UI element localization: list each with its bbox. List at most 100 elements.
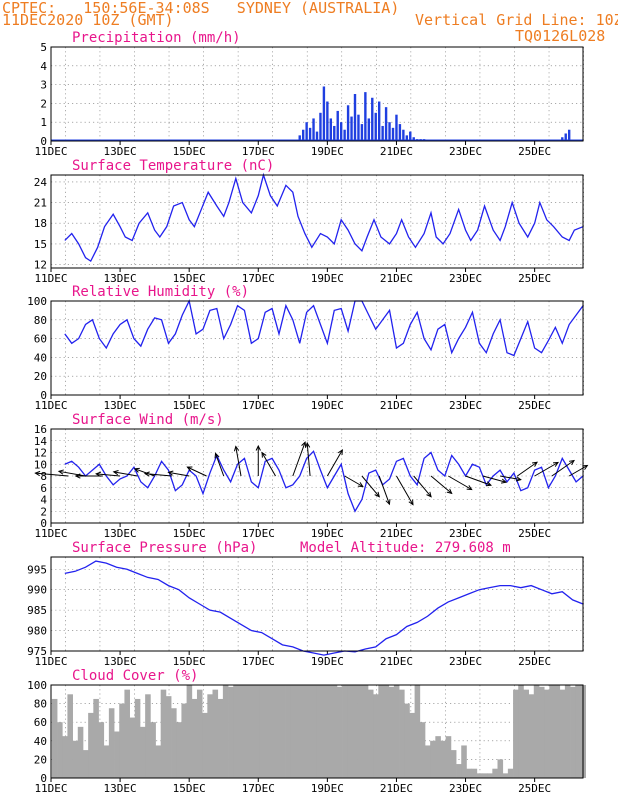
temperature-frame: [50, 174, 584, 269]
wind-wind-arrow: [144, 473, 172, 477]
cloud-bar: [155, 745, 162, 778]
precipitation-bar: [298, 135, 301, 141]
wind-wind-arrow-head: [34, 470, 41, 477]
header-model: TQ0126L028: [515, 27, 606, 45]
wind-wind-arrow-head: [261, 451, 267, 458]
precipitation-bar: [412, 137, 415, 141]
humidity-y-tick-label: 80: [34, 314, 47, 327]
wind-wind-arrow-head: [143, 471, 150, 477]
precipitation-bar: [364, 92, 367, 141]
cloud-bar: [285, 685, 291, 778]
precipitation-bar: [357, 114, 360, 141]
cloud-bar: [476, 773, 483, 778]
cloud-bar: [533, 685, 540, 778]
cloud-bar: [393, 685, 400, 778]
precipitation-bar: [312, 118, 315, 141]
precipitation-bar: [336, 110, 339, 141]
pressure-x-tick-label: 13DEC: [104, 655, 137, 668]
wind-wind-arrow: [500, 475, 521, 481]
precipitation-bar: [405, 135, 409, 141]
cloud-bar: [481, 773, 488, 778]
precipitation-bar: [301, 129, 305, 141]
pressure-x-tick-label: 11DEC: [34, 655, 67, 668]
cloud-title: Cloud Cover (%): [72, 668, 198, 684]
wind-wind-arrow-head: [133, 467, 140, 473]
precipitation-bar: [409, 131, 412, 141]
cloud-bar: [352, 685, 358, 778]
temperature-x-tick-label: 17DEC: [242, 272, 275, 285]
cloud-x-tick-label: 21DEC: [380, 782, 413, 795]
wind-wind-arrow: [482, 475, 507, 483]
cloud-bar: [93, 698, 99, 778]
precipitation-bar: [371, 97, 374, 141]
cloud-bar: [108, 708, 115, 778]
wind-wind-arrow: [134, 468, 155, 477]
wind-wind-arrow: [306, 443, 311, 477]
precipitation-y-tick-label: 4: [40, 60, 47, 73]
cloud-bar: [207, 694, 213, 778]
precipitation-y-tick-label: 1: [40, 116, 47, 129]
cloud-bar: [269, 685, 276, 778]
cloud-bar: [564, 685, 571, 778]
wind-wind-arrow: [568, 465, 588, 477]
wind-wind-arrow-head: [374, 491, 381, 498]
precipitation-bar: [561, 137, 564, 141]
wind-x-tick-label: 21DEC: [380, 527, 413, 540]
cloud-bar: [409, 712, 415, 778]
cloud-bar: [507, 768, 514, 778]
cloud-bar: [186, 685, 193, 778]
cloud-bar: [238, 685, 244, 778]
precipitation-x-tick-label: 17DEC: [242, 145, 275, 158]
cloud-bar: [253, 685, 260, 778]
precipitation-y-tick-label: 2: [40, 97, 47, 110]
cloud-x-tick-label: 19DEC: [311, 782, 344, 795]
temperature-series-line: [64, 172, 584, 263]
wind-y-tick-label: 12: [34, 447, 47, 460]
cloud-bar: [430, 740, 436, 778]
wind-wind-arrow: [326, 449, 343, 477]
cloud-bar: [487, 773, 493, 778]
precipitation-x-tick-label: 13DEC: [104, 145, 137, 158]
wind-wind-arrow-head: [552, 461, 560, 467]
pressure-y-tick-label: 985: [27, 604, 47, 617]
humidity-x-tick-label: 23DEC: [449, 399, 482, 412]
cloud-x-tick-label: 23DEC: [449, 782, 482, 795]
wind-wind-arrow: [344, 475, 364, 487]
wind-y-tick-label: 10: [34, 458, 47, 471]
precipitation-y-tick-label: 0: [40, 135, 47, 148]
cloud-bar: [383, 685, 390, 778]
wind-wind-arrow-head: [569, 459, 575, 466]
precipitation-bar: [315, 131, 319, 141]
pressure-series-line: [64, 560, 584, 656]
wind-wind-arrow-head: [408, 499, 414, 506]
cloud-bar: [67, 694, 73, 778]
cloud-bar: [274, 685, 281, 778]
temperature-x-tick-label: 23DEC: [449, 272, 482, 285]
cloud-bar: [129, 717, 136, 778]
cloud-bar: [72, 740, 79, 778]
precipitation-y-tick-label: 3: [40, 79, 47, 92]
wind-wind-arrow-head: [515, 476, 522, 482]
humidity-x-tick-label: 21DEC: [380, 399, 413, 412]
wind-wind-arrow: [187, 466, 207, 477]
precipitation-bar: [367, 118, 371, 141]
wind-y-tick-label: 4: [40, 494, 47, 507]
temperature-y-tick-label: 18: [34, 217, 47, 230]
temperature-y-tick-label: 24: [34, 176, 48, 189]
wind-x-tick-label: 23DEC: [449, 527, 482, 540]
cloud-bar: [279, 685, 286, 778]
cloud-bar: [181, 703, 187, 778]
cloud-bar: [295, 685, 301, 778]
precipitation-bar: [377, 101, 381, 141]
cloud-bar: [414, 685, 421, 778]
precipitation-bar: [319, 112, 322, 141]
cloud-bar: [321, 685, 327, 778]
cloud-bar: [82, 750, 89, 778]
wind-wind-arrow-head: [233, 445, 240, 452]
humidity-y-tick-label: 20: [34, 370, 47, 383]
cloud-bar: [342, 685, 348, 778]
cloud-bar: [196, 689, 203, 778]
cloud-bar: [176, 722, 182, 778]
wind-wind-arrow: [235, 446, 242, 477]
cloud-bar: [538, 686, 545, 778]
